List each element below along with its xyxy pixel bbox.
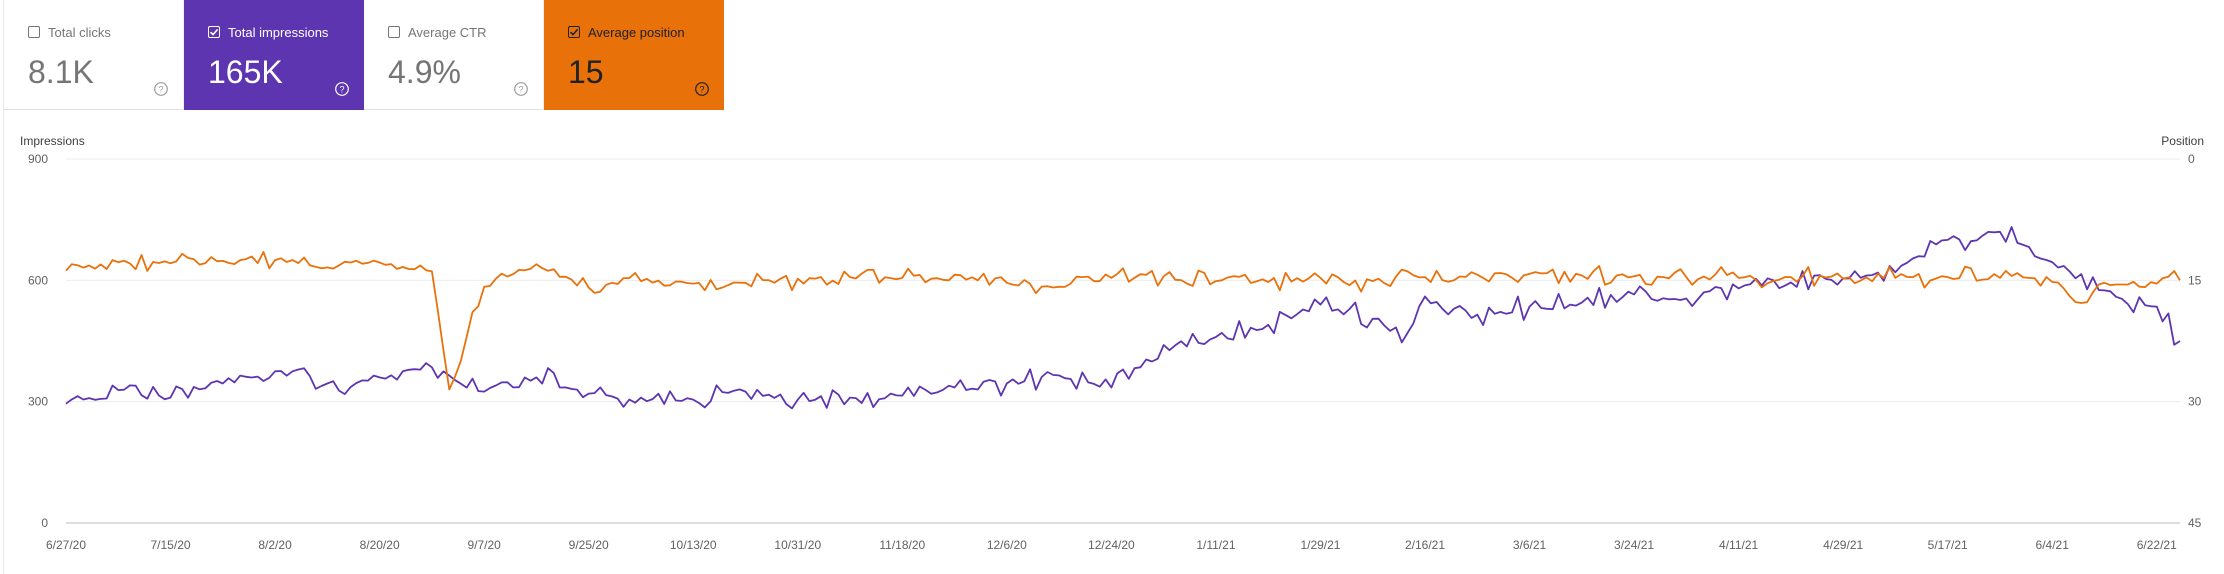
metric-label: Average position bbox=[588, 24, 685, 40]
metric-card-header: Total impressions bbox=[208, 22, 364, 42]
x-tick-label: 8/2/20 bbox=[258, 538, 292, 552]
metric-card-total-impressions[interactable]: Total impressions 165K ? bbox=[184, 0, 364, 110]
left-tick-label: 300 bbox=[28, 395, 48, 409]
metric-card-header: Average position bbox=[568, 22, 724, 42]
series-line-impressions bbox=[65, 226, 2181, 410]
checkbox-icon[interactable] bbox=[388, 26, 400, 38]
metric-label: Total clicks bbox=[48, 24, 111, 40]
x-tick-label: 1/29/21 bbox=[1300, 538, 1340, 552]
frame-left-border bbox=[3, 0, 4, 574]
x-tick-label: 3/24/21 bbox=[1614, 538, 1654, 552]
x-tick-label: 8/20/20 bbox=[360, 538, 400, 552]
x-tick-label: 12/24/20 bbox=[1088, 538, 1135, 552]
metric-card-average-ctr[interactable]: Average CTR 4.9% ? bbox=[364, 0, 544, 110]
x-tick-label: 4/11/21 bbox=[1719, 538, 1758, 552]
x-tick-label: 10/13/20 bbox=[670, 538, 717, 552]
left-tick-label: 900 bbox=[28, 152, 48, 166]
x-tick-label: 6/27/20 bbox=[46, 538, 86, 552]
x-tick-label: 11/18/20 bbox=[879, 538, 925, 552]
left-tick-label: 0 bbox=[41, 516, 48, 530]
x-tick-label: 3/6/21 bbox=[1513, 538, 1547, 552]
right-tick-label: 30 bbox=[2188, 395, 2202, 409]
right-tick-label: 0 bbox=[2188, 152, 2195, 166]
svg-text:?: ? bbox=[518, 84, 523, 94]
x-tick-label: 4/29/21 bbox=[1823, 538, 1863, 552]
left-axis-label: Impressions bbox=[20, 134, 85, 148]
left-tick-label: 600 bbox=[28, 273, 48, 287]
help-icon[interactable]: ? bbox=[334, 81, 350, 97]
metric-label: Total impressions bbox=[228, 24, 329, 40]
metric-card-total-clicks[interactable]: Total clicks 8.1K ? bbox=[4, 0, 184, 110]
metric-card-average-position[interactable]: Average position 15 ? bbox=[544, 0, 724, 110]
metric-label: Average CTR bbox=[408, 24, 487, 40]
performance-chart: Impressions Position 900 0 600 15 300 30 0 45 6/27… bbox=[0, 120, 2224, 574]
checkbox-icon[interactable] bbox=[568, 26, 580, 38]
svg-text:?: ? bbox=[339, 84, 344, 94]
metric-value: 15 bbox=[568, 54, 604, 90]
x-tick-label: 10/31/20 bbox=[774, 538, 821, 552]
x-tick-label: 2/16/21 bbox=[1405, 538, 1445, 552]
x-tick-label: 6/4/21 bbox=[2036, 538, 2070, 552]
metric-card-header: Total clicks bbox=[28, 22, 183, 42]
x-tick-label: 1/11/21 bbox=[1196, 538, 1235, 552]
checkbox-icon[interactable] bbox=[208, 26, 220, 38]
x-tick-label: 9/25/20 bbox=[569, 538, 609, 552]
checkbox-icon[interactable] bbox=[28, 26, 40, 38]
help-icon[interactable]: ? bbox=[513, 81, 529, 97]
metric-cards: Total clicks 8.1K ? Total impressions 16… bbox=[4, 0, 724, 110]
svg-text:?: ? bbox=[699, 84, 704, 94]
svg-text:?: ? bbox=[158, 84, 163, 94]
help-icon[interactable]: ? bbox=[694, 81, 710, 97]
series-line-position bbox=[65, 251, 2181, 391]
right-tick-label: 15 bbox=[2188, 273, 2202, 287]
metric-value: 165K bbox=[208, 54, 283, 90]
metric-value: 8.1K bbox=[28, 54, 94, 90]
x-tick-label: 5/17/21 bbox=[1928, 538, 1968, 552]
metric-value: 4.9% bbox=[388, 54, 461, 90]
help-icon[interactable]: ? bbox=[153, 81, 169, 97]
x-tick-label: 7/15/20 bbox=[151, 538, 191, 552]
x-tick-label: 12/6/20 bbox=[987, 538, 1027, 552]
x-tick-label: 6/22/21 bbox=[2137, 538, 2177, 552]
right-axis-label: Position bbox=[2161, 134, 2204, 148]
x-tick-label: 9/7/20 bbox=[467, 538, 501, 552]
right-tick-label: 45 bbox=[2188, 516, 2202, 530]
metric-card-header: Average CTR bbox=[388, 22, 543, 42]
